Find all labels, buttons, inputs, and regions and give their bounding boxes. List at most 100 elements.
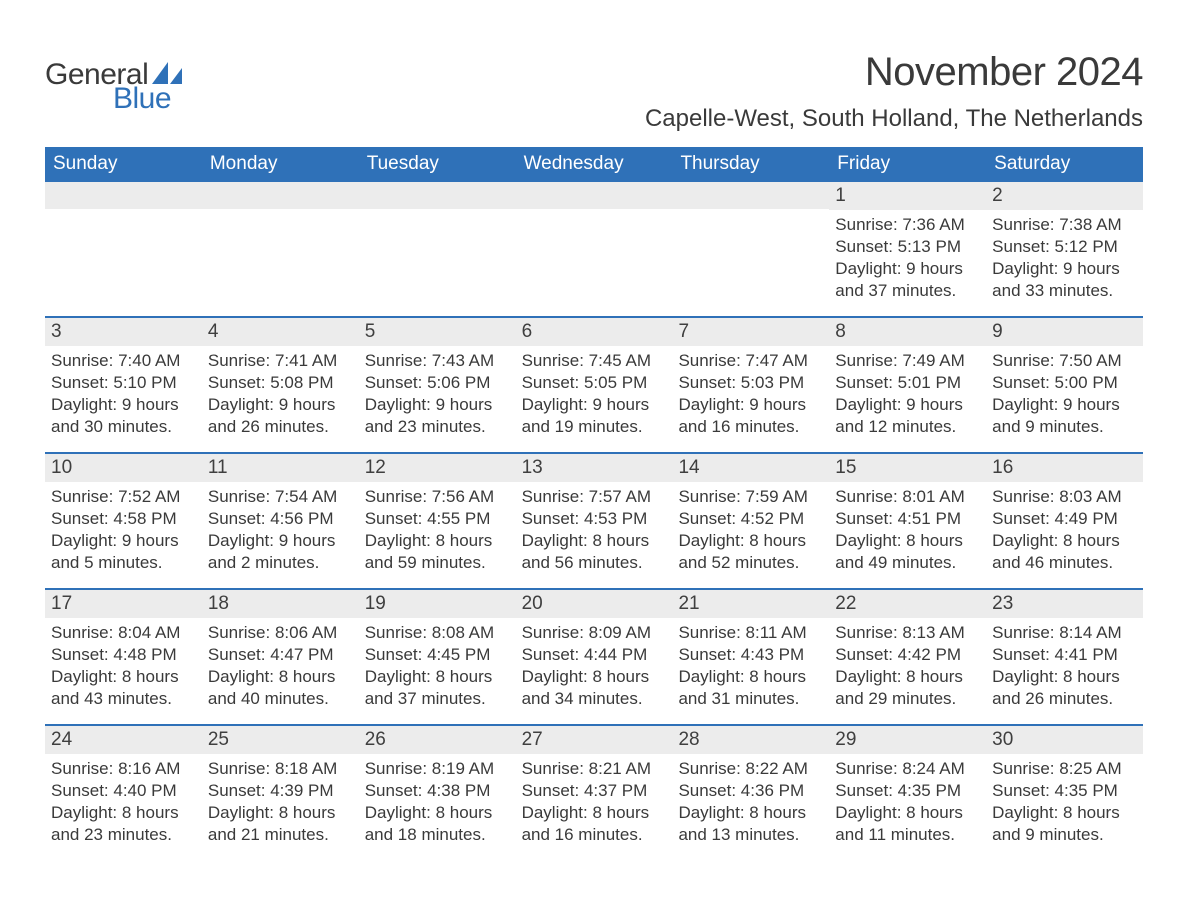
day-details: Sunrise: 8:11 AMSunset: 4:43 PMDaylight:… — [672, 618, 829, 716]
day-details: Sunrise: 8:14 AMSunset: 4:41 PMDaylight:… — [986, 618, 1143, 716]
calendar-grid: SundayMondayTuesdayWednesdayThursdayFrid… — [45, 147, 1143, 856]
day-number: 22 — [829, 590, 986, 618]
day-details: Sunrise: 7:36 AMSunset: 5:13 PMDaylight:… — [829, 210, 986, 308]
day-details: Sunrise: 8:01 AMSunset: 4:51 PMDaylight:… — [829, 482, 986, 580]
sail-icon — [152, 62, 182, 84]
calendar-day-cell: 7Sunrise: 7:47 AMSunset: 5:03 PMDaylight… — [672, 318, 829, 448]
calendar-day-cell: 10Sunrise: 7:52 AMSunset: 4:58 PMDayligh… — [45, 454, 202, 584]
empty-day-number — [672, 182, 829, 209]
day-details: Sunrise: 8:21 AMSunset: 4:37 PMDaylight:… — [516, 754, 673, 852]
day-details: Sunrise: 8:18 AMSunset: 4:39 PMDaylight:… — [202, 754, 359, 852]
empty-day-number — [359, 182, 516, 209]
empty-day-number — [45, 182, 202, 209]
empty-day-number — [516, 182, 673, 209]
calendar-day-cell: 4Sunrise: 7:41 AMSunset: 5:08 PMDaylight… — [202, 318, 359, 448]
weekday-header-cell: Friday — [829, 147, 986, 182]
calendar-day-cell: 26Sunrise: 8:19 AMSunset: 4:38 PMDayligh… — [359, 726, 516, 856]
weekday-header-cell: Thursday — [672, 147, 829, 182]
weekday-header-cell: Tuesday — [359, 147, 516, 182]
weekday-header-row: SundayMondayTuesdayWednesdayThursdayFrid… — [45, 147, 1143, 182]
day-number: 7 — [672, 318, 829, 346]
brand-word-2: Blue — [113, 82, 182, 116]
calendar-day-cell — [45, 182, 202, 312]
calendar-day-cell: 6Sunrise: 7:45 AMSunset: 5:05 PMDaylight… — [516, 318, 673, 448]
weekday-header-cell: Wednesday — [516, 147, 673, 182]
calendar-day-cell: 3Sunrise: 7:40 AMSunset: 5:10 PMDaylight… — [45, 318, 202, 448]
day-details: Sunrise: 7:38 AMSunset: 5:12 PMDaylight:… — [986, 210, 1143, 308]
calendar-day-cell: 17Sunrise: 8:04 AMSunset: 4:48 PMDayligh… — [45, 590, 202, 720]
calendar-day-cell: 15Sunrise: 8:01 AMSunset: 4:51 PMDayligh… — [829, 454, 986, 584]
calendar-day-cell: 5Sunrise: 7:43 AMSunset: 5:06 PMDaylight… — [359, 318, 516, 448]
day-details: Sunrise: 8:16 AMSunset: 4:40 PMDaylight:… — [45, 754, 202, 852]
day-number: 23 — [986, 590, 1143, 618]
calendar-day-cell: 11Sunrise: 7:54 AMSunset: 4:56 PMDayligh… — [202, 454, 359, 584]
calendar-day-cell: 9Sunrise: 7:50 AMSunset: 5:00 PMDaylight… — [986, 318, 1143, 448]
calendar-day-cell: 25Sunrise: 8:18 AMSunset: 4:39 PMDayligh… — [202, 726, 359, 856]
calendar-day-cell: 1Sunrise: 7:36 AMSunset: 5:13 PMDaylight… — [829, 182, 986, 312]
calendar-day-cell — [359, 182, 516, 312]
calendar-day-cell: 14Sunrise: 7:59 AMSunset: 4:52 PMDayligh… — [672, 454, 829, 584]
day-details: Sunrise: 7:40 AMSunset: 5:10 PMDaylight:… — [45, 346, 202, 444]
day-number: 14 — [672, 454, 829, 482]
calendar-day-cell: 18Sunrise: 8:06 AMSunset: 4:47 PMDayligh… — [202, 590, 359, 720]
calendar-day-cell: 30Sunrise: 8:25 AMSunset: 4:35 PMDayligh… — [986, 726, 1143, 856]
day-details: Sunrise: 7:57 AMSunset: 4:53 PMDaylight:… — [516, 482, 673, 580]
day-number: 27 — [516, 726, 673, 754]
calendar-week-row: 10Sunrise: 7:52 AMSunset: 4:58 PMDayligh… — [45, 452, 1143, 584]
day-number: 28 — [672, 726, 829, 754]
location-subtitle: Capelle-West, South Holland, The Netherl… — [645, 105, 1143, 133]
day-number: 3 — [45, 318, 202, 346]
day-details: Sunrise: 8:08 AMSunset: 4:45 PMDaylight:… — [359, 618, 516, 716]
day-number: 9 — [986, 318, 1143, 346]
day-details: Sunrise: 7:50 AMSunset: 5:00 PMDaylight:… — [986, 346, 1143, 444]
calendar-day-cell — [672, 182, 829, 312]
day-details: Sunrise: 7:49 AMSunset: 5:01 PMDaylight:… — [829, 346, 986, 444]
day-details: Sunrise: 7:54 AMSunset: 4:56 PMDaylight:… — [202, 482, 359, 580]
day-details: Sunrise: 8:06 AMSunset: 4:47 PMDaylight:… — [202, 618, 359, 716]
calendar-week-row: 24Sunrise: 8:16 AMSunset: 4:40 PMDayligh… — [45, 724, 1143, 856]
weekday-header-cell: Monday — [202, 147, 359, 182]
day-number: 25 — [202, 726, 359, 754]
day-number: 29 — [829, 726, 986, 754]
calendar-day-cell: 2Sunrise: 7:38 AMSunset: 5:12 PMDaylight… — [986, 182, 1143, 312]
calendar-day-cell — [202, 182, 359, 312]
day-number: 26 — [359, 726, 516, 754]
day-details: Sunrise: 8:22 AMSunset: 4:36 PMDaylight:… — [672, 754, 829, 852]
empty-day-number — [202, 182, 359, 209]
calendar-day-cell: 21Sunrise: 8:11 AMSunset: 4:43 PMDayligh… — [672, 590, 829, 720]
day-number: 8 — [829, 318, 986, 346]
day-number: 30 — [986, 726, 1143, 754]
day-number: 2 — [986, 182, 1143, 210]
weekday-header-cell: Sunday — [45, 147, 202, 182]
day-number: 19 — [359, 590, 516, 618]
day-details: Sunrise: 7:45 AMSunset: 5:05 PMDaylight:… — [516, 346, 673, 444]
day-number: 24 — [45, 726, 202, 754]
page-header: General Blue November 2024 Capelle-West,… — [45, 50, 1143, 133]
brand-logo: General Blue — [45, 50, 182, 116]
calendar-day-cell: 27Sunrise: 8:21 AMSunset: 4:37 PMDayligh… — [516, 726, 673, 856]
day-details: Sunrise: 7:43 AMSunset: 5:06 PMDaylight:… — [359, 346, 516, 444]
calendar-day-cell: 24Sunrise: 8:16 AMSunset: 4:40 PMDayligh… — [45, 726, 202, 856]
day-number: 5 — [359, 318, 516, 346]
calendar-day-cell: 16Sunrise: 8:03 AMSunset: 4:49 PMDayligh… — [986, 454, 1143, 584]
day-details: Sunrise: 7:41 AMSunset: 5:08 PMDaylight:… — [202, 346, 359, 444]
calendar-day-cell: 12Sunrise: 7:56 AMSunset: 4:55 PMDayligh… — [359, 454, 516, 584]
day-number: 13 — [516, 454, 673, 482]
calendar-day-cell: 19Sunrise: 8:08 AMSunset: 4:45 PMDayligh… — [359, 590, 516, 720]
day-number: 16 — [986, 454, 1143, 482]
weekday-header-cell: Saturday — [986, 147, 1143, 182]
calendar-week-row: 3Sunrise: 7:40 AMSunset: 5:10 PMDaylight… — [45, 316, 1143, 448]
calendar-day-cell — [516, 182, 673, 312]
day-number: 20 — [516, 590, 673, 618]
calendar-day-cell: 22Sunrise: 8:13 AMSunset: 4:42 PMDayligh… — [829, 590, 986, 720]
day-number: 10 — [45, 454, 202, 482]
calendar-day-cell: 23Sunrise: 8:14 AMSunset: 4:41 PMDayligh… — [986, 590, 1143, 720]
day-details: Sunrise: 8:03 AMSunset: 4:49 PMDaylight:… — [986, 482, 1143, 580]
day-number: 21 — [672, 590, 829, 618]
day-number: 18 — [202, 590, 359, 618]
calendar-day-cell: 20Sunrise: 8:09 AMSunset: 4:44 PMDayligh… — [516, 590, 673, 720]
day-details: Sunrise: 8:13 AMSunset: 4:42 PMDaylight:… — [829, 618, 986, 716]
day-details: Sunrise: 7:59 AMSunset: 4:52 PMDaylight:… — [672, 482, 829, 580]
calendar-week-row: 1Sunrise: 7:36 AMSunset: 5:13 PMDaylight… — [45, 182, 1143, 312]
calendar-week-row: 17Sunrise: 8:04 AMSunset: 4:48 PMDayligh… — [45, 588, 1143, 720]
